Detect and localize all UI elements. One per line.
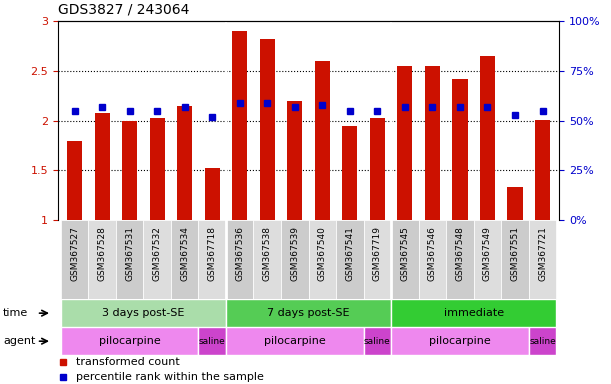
Text: GSM367721: GSM367721	[538, 226, 547, 281]
Bar	[529, 327, 556, 355]
Bar	[391, 220, 419, 299]
Text: GSM367549: GSM367549	[483, 226, 492, 281]
Bar	[391, 299, 556, 327]
Text: immediate: immediate	[444, 308, 504, 318]
Bar	[150, 118, 165, 220]
Bar	[425, 66, 440, 220]
Bar	[364, 327, 391, 355]
Bar	[226, 299, 391, 327]
Text: time: time	[3, 308, 28, 318]
Bar	[315, 61, 330, 220]
Bar	[254, 220, 281, 299]
Text: GSM367532: GSM367532	[153, 226, 162, 281]
Bar	[309, 220, 336, 299]
Bar	[364, 220, 391, 299]
Text: 3 days post-SE: 3 days post-SE	[102, 308, 185, 318]
Bar	[89, 220, 116, 299]
Bar	[144, 220, 171, 299]
Bar	[205, 169, 220, 220]
Bar	[281, 220, 309, 299]
Bar	[226, 327, 364, 355]
Bar	[116, 220, 144, 299]
Bar	[95, 113, 109, 220]
Bar	[397, 66, 412, 220]
Bar	[501, 220, 529, 299]
Bar	[342, 126, 357, 220]
Text: saline: saline	[364, 337, 391, 346]
Bar	[529, 220, 556, 299]
Bar	[122, 121, 137, 220]
Bar	[480, 56, 495, 220]
Text: 7 days post-SE: 7 days post-SE	[267, 308, 350, 318]
Text: GSM367551: GSM367551	[511, 226, 519, 281]
Bar	[391, 327, 529, 355]
Text: GDS3827 / 243064: GDS3827 / 243064	[58, 3, 189, 17]
Bar	[177, 106, 192, 220]
Bar	[336, 220, 364, 299]
Bar	[260, 39, 275, 220]
Text: pilocarpine: pilocarpine	[429, 336, 491, 346]
Bar	[226, 220, 254, 299]
Bar	[61, 327, 199, 355]
Text: GSM367541: GSM367541	[345, 226, 354, 281]
Bar	[199, 327, 226, 355]
Bar	[452, 79, 467, 220]
Bar	[171, 220, 199, 299]
Text: percentile rank within the sample: percentile rank within the sample	[76, 372, 263, 382]
Text: saline: saline	[199, 337, 225, 346]
Bar	[61, 299, 226, 327]
Text: pilocarpine: pilocarpine	[99, 336, 161, 346]
Text: GSM367527: GSM367527	[70, 226, 79, 281]
Bar	[199, 220, 226, 299]
Text: saline: saline	[529, 337, 556, 346]
Bar	[67, 141, 82, 220]
Bar	[287, 101, 302, 220]
Text: GSM367538: GSM367538	[263, 226, 272, 281]
Text: agent: agent	[3, 336, 35, 346]
Text: GSM367531: GSM367531	[125, 226, 134, 281]
Text: GSM367528: GSM367528	[98, 226, 106, 281]
Text: GSM367545: GSM367545	[400, 226, 409, 281]
Bar	[61, 220, 89, 299]
Text: GSM367546: GSM367546	[428, 226, 437, 281]
Text: GSM367718: GSM367718	[208, 226, 217, 281]
Text: GSM367540: GSM367540	[318, 226, 327, 281]
Text: GSM367534: GSM367534	[180, 226, 189, 281]
Bar	[508, 187, 522, 220]
Bar	[535, 119, 550, 220]
Text: GSM367539: GSM367539	[290, 226, 299, 281]
Text: transformed count: transformed count	[76, 358, 180, 367]
Bar	[419, 220, 446, 299]
Bar	[370, 118, 385, 220]
Text: GSM367719: GSM367719	[373, 226, 382, 281]
Text: GSM367536: GSM367536	[235, 226, 244, 281]
Bar	[232, 31, 247, 220]
Bar	[474, 220, 501, 299]
Text: GSM367548: GSM367548	[455, 226, 464, 281]
Text: pilocarpine: pilocarpine	[264, 336, 326, 346]
Bar	[446, 220, 474, 299]
